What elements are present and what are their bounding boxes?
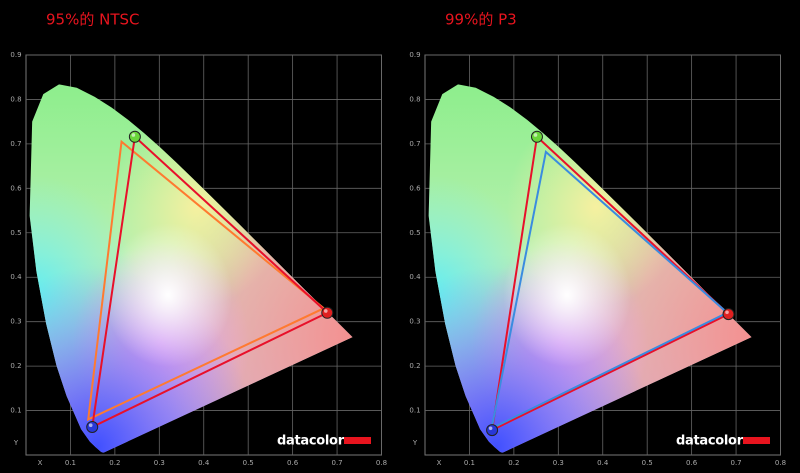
x-tick-label: 0.6 [287,459,299,467]
y-tick-label: 0.1 [10,407,21,415]
marker-highlight [533,133,538,137]
x-tick-label: 0.8 [775,459,786,467]
marker-highlight [323,309,328,313]
y-tick-label: 0.4 [409,273,421,281]
brand-bar [344,437,371,444]
brand-logo: datacolor [277,434,345,449]
y-tick-label: 0.6 [409,184,421,192]
x-tick-label: 0.8 [376,459,387,467]
x-axis-label: X [437,459,442,467]
x-tick-label: 0.5 [243,459,254,467]
x-tick-label: 0.2 [508,459,519,467]
marker-highlight [131,133,136,137]
x-tick-label: 0.1 [65,459,76,467]
y-tick-label: 0.8 [409,95,420,103]
chart-panel: 0.1 0.2 0.3 0.4 0.5 0.6 0.7 0.8 0.1 0.2 0.3 0.4 0.5 0… [10,11,387,468]
gamut-triangle [490,149,729,431]
chart-title: 95%的 NTSC [46,11,140,29]
y-tick-label: 0.5 [409,229,420,237]
y-tick-label: 0.9 [409,51,420,59]
x-tick-label: 0.2 [109,459,120,467]
x-axis-label: X [38,459,43,467]
primary-marker [321,306,334,319]
gamut-triangle [87,139,326,422]
gamut-triangle [490,134,731,432]
primary-marker [128,130,141,143]
y-tick-label: 0.3 [10,318,21,326]
x-tick-label: 0.7 [331,459,342,467]
primary-marker [530,130,543,143]
y-tick-label: 0.1 [409,407,420,415]
x-tick-label: 0.7 [730,459,741,467]
brand-bar [743,437,770,444]
brand-logo: datacolor [676,434,744,449]
y-tick-label: 0.9 [10,51,21,59]
x-tick-label: 0.6 [686,459,698,467]
y-tick-label: 0.4 [10,273,22,281]
x-tick-label: 0.4 [597,459,609,467]
y-tick-label: 0.3 [409,318,420,326]
x-tick-label: 0.1 [464,459,475,467]
x-tick-label: 0.3 [154,459,165,467]
primary-marker [86,421,99,433]
primary-marker [722,308,735,321]
x-tick-label: 0.4 [198,459,210,467]
y-tick-label: 0.7 [409,140,420,148]
x-tick-label: 0.5 [642,459,653,467]
gamut-triangle [90,134,330,429]
marker-highlight [725,310,729,315]
primary-marker [486,424,499,437]
y-tick-label: 0.7 [10,140,21,148]
y-tick-label: 0.6 [10,184,22,192]
marker-highlight [88,423,93,428]
x-tick-label: 0.3 [553,459,564,467]
y-tick-label: 0.5 [10,229,21,237]
y-tick-label: 0.2 [409,362,420,370]
y-tick-label: 0.2 [10,362,21,370]
chart-panel: 0.1 0.2 0.3 0.4 0.5 0.6 0.7 0.8 0.1 0.2 0.3 0.4 0.5 0… [409,11,786,468]
y-tick-label: 0.8 [10,95,21,103]
y-axis-label: Y [412,439,418,447]
marker-highlight [488,426,493,431]
chart-title: 99%的 P3 [445,11,517,29]
y-axis-label: Y [13,439,19,447]
